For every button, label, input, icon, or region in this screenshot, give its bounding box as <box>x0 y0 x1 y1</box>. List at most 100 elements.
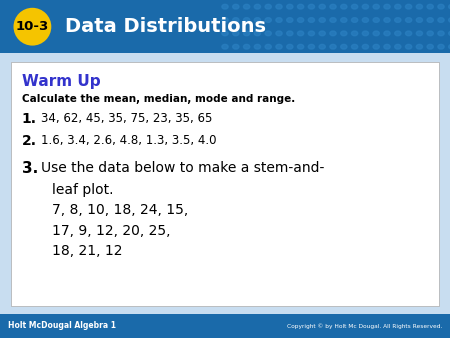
Circle shape <box>297 31 304 36</box>
Circle shape <box>449 4 450 9</box>
Circle shape <box>384 44 390 49</box>
Circle shape <box>373 4 379 9</box>
Text: 34, 62, 45, 35, 75, 23, 35, 65: 34, 62, 45, 35, 75, 23, 35, 65 <box>41 112 213 125</box>
Circle shape <box>438 18 444 22</box>
Circle shape <box>405 44 412 49</box>
Circle shape <box>287 44 293 49</box>
Circle shape <box>287 4 293 9</box>
Circle shape <box>405 31 412 36</box>
Circle shape <box>319 4 325 9</box>
Circle shape <box>351 44 358 49</box>
Circle shape <box>330 44 336 49</box>
Circle shape <box>265 18 271 22</box>
Circle shape <box>308 31 315 36</box>
Circle shape <box>438 31 444 36</box>
Circle shape <box>297 4 304 9</box>
Circle shape <box>341 31 347 36</box>
Circle shape <box>297 44 304 49</box>
Ellipse shape <box>14 8 51 46</box>
Circle shape <box>319 18 325 22</box>
Circle shape <box>222 31 228 36</box>
Circle shape <box>276 44 282 49</box>
Circle shape <box>254 18 261 22</box>
Circle shape <box>449 18 450 22</box>
Circle shape <box>222 18 228 22</box>
Circle shape <box>427 31 433 36</box>
Circle shape <box>222 4 228 9</box>
Circle shape <box>351 31 358 36</box>
Circle shape <box>341 44 347 49</box>
Circle shape <box>308 44 315 49</box>
Circle shape <box>287 31 293 36</box>
Circle shape <box>308 18 315 22</box>
Circle shape <box>362 18 369 22</box>
Circle shape <box>395 4 401 9</box>
Circle shape <box>308 4 315 9</box>
Text: 17, 9, 12, 20, 25,: 17, 9, 12, 20, 25, <box>52 224 170 238</box>
Circle shape <box>416 18 423 22</box>
Circle shape <box>254 31 261 36</box>
Circle shape <box>373 44 379 49</box>
Bar <box>0 0 450 53</box>
Circle shape <box>222 44 228 49</box>
Circle shape <box>341 4 347 9</box>
Circle shape <box>395 44 401 49</box>
Text: 7, 8, 10, 18, 24, 15,: 7, 8, 10, 18, 24, 15, <box>52 203 188 217</box>
Circle shape <box>384 18 390 22</box>
Circle shape <box>276 4 282 9</box>
Text: 18, 21, 12: 18, 21, 12 <box>52 244 122 258</box>
Circle shape <box>427 44 433 49</box>
Circle shape <box>362 31 369 36</box>
Circle shape <box>449 31 450 36</box>
Circle shape <box>276 18 282 22</box>
Circle shape <box>319 44 325 49</box>
Text: 2.: 2. <box>22 134 36 148</box>
Text: Data Distributions: Data Distributions <box>65 17 266 36</box>
Circle shape <box>233 44 239 49</box>
Circle shape <box>449 44 450 49</box>
Text: leaf plot.: leaf plot. <box>52 183 113 197</box>
Circle shape <box>384 31 390 36</box>
Text: 3.: 3. <box>22 161 38 176</box>
Circle shape <box>254 4 261 9</box>
Circle shape <box>330 18 336 22</box>
Circle shape <box>341 18 347 22</box>
Circle shape <box>265 44 271 49</box>
Circle shape <box>362 44 369 49</box>
Circle shape <box>373 18 379 22</box>
Circle shape <box>351 18 358 22</box>
Circle shape <box>243 4 250 9</box>
Circle shape <box>265 31 271 36</box>
Text: Calculate the mean, median, mode and range.: Calculate the mean, median, mode and ran… <box>22 94 295 104</box>
Text: 1.6, 3.4, 2.6, 4.8, 1.3, 3.5, 4.0: 1.6, 3.4, 2.6, 4.8, 1.3, 3.5, 4.0 <box>41 134 217 147</box>
Circle shape <box>233 4 239 9</box>
Text: Warm Up: Warm Up <box>22 74 100 89</box>
Circle shape <box>384 4 390 9</box>
Circle shape <box>330 31 336 36</box>
Circle shape <box>438 44 444 49</box>
Text: Holt McDougal Algebra 1: Holt McDougal Algebra 1 <box>8 321 116 330</box>
Circle shape <box>233 18 239 22</box>
Circle shape <box>416 31 423 36</box>
Circle shape <box>276 31 282 36</box>
Circle shape <box>438 4 444 9</box>
Circle shape <box>405 18 412 22</box>
Circle shape <box>416 4 423 9</box>
Circle shape <box>287 18 293 22</box>
Circle shape <box>405 4 412 9</box>
Circle shape <box>330 4 336 9</box>
Circle shape <box>243 18 250 22</box>
Text: 10-3: 10-3 <box>16 20 49 33</box>
Bar <box>0 314 450 338</box>
Circle shape <box>395 31 401 36</box>
Circle shape <box>373 31 379 36</box>
Text: 1.: 1. <box>22 112 36 126</box>
Circle shape <box>265 4 271 9</box>
Circle shape <box>351 4 358 9</box>
Circle shape <box>416 44 423 49</box>
Circle shape <box>362 4 369 9</box>
Circle shape <box>297 18 304 22</box>
Text: Use the data below to make a stem-and-: Use the data below to make a stem-and- <box>41 161 325 175</box>
Circle shape <box>427 18 433 22</box>
Circle shape <box>243 44 250 49</box>
